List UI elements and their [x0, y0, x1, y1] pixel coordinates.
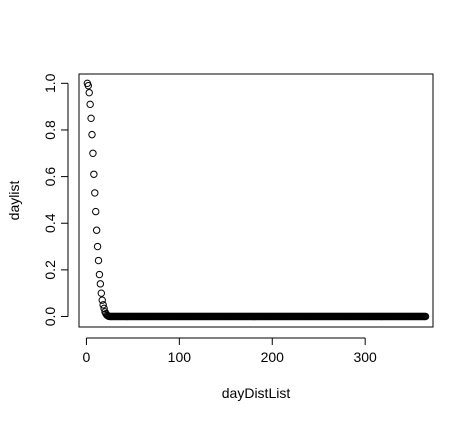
- y-tick-label: 1.0: [42, 73, 58, 93]
- x-tick-label: 0: [83, 349, 91, 365]
- data-point: [98, 296, 106, 304]
- data-point: [100, 304, 108, 313]
- x-tick-label: 100: [168, 349, 192, 365]
- data-points: [83, 79, 430, 321]
- data-point: [89, 149, 97, 157]
- data-point: [97, 289, 105, 297]
- x-tick-label: 300: [353, 349, 377, 365]
- y-tick-label: 0.8: [42, 120, 58, 140]
- data-point: [95, 270, 104, 279]
- y-tick-label: 0.6: [42, 167, 58, 187]
- data-point: [92, 207, 100, 216]
- y-tick-label: 0.0: [42, 307, 58, 327]
- y-axis: 0.0 0.2 0.4 0.6 0.8 1.0: [42, 73, 69, 327]
- plot-frame: [78, 73, 434, 328]
- data-point: [99, 301, 107, 309]
- x-axis-title: dayDistList: [222, 385, 291, 401]
- x-axis: 0 100 200 300: [83, 337, 377, 365]
- data-point: [96, 280, 105, 288]
- data-point: [86, 100, 94, 109]
- y-tick-label: 0.2: [42, 260, 58, 280]
- data-point: [85, 88, 93, 97]
- data-point: [90, 170, 98, 178]
- data-point: [88, 130, 96, 139]
- data-point: [94, 256, 103, 265]
- data-point: [93, 242, 102, 251]
- y-axis-title: daylist: [6, 181, 22, 221]
- data-point: [92, 226, 101, 234]
- x-tick-label: 200: [261, 349, 285, 365]
- data-point: [84, 81, 92, 90]
- data-point: [91, 189, 99, 197]
- y-tick-label: 0.4: [42, 213, 58, 233]
- data-point: [421, 312, 430, 321]
- data-point: [87, 114, 95, 123]
